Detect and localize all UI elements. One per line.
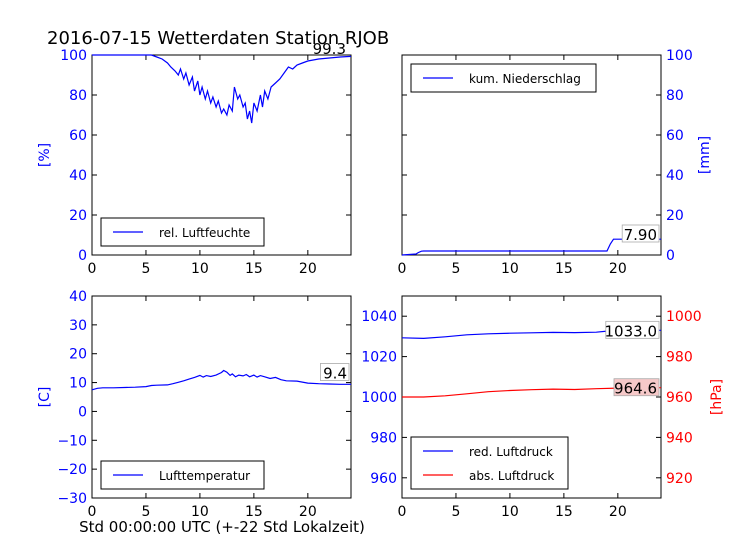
y-tick-label: 20 [69,347,87,363]
y2-tick-label: 940 [666,430,693,446]
y2-axis-label: [hPa] [709,379,725,415]
y-tick-label: 80 [666,88,684,104]
y-tick-label: 60 [666,128,684,144]
panel-pressure: 0 5 10 15 20 960 980 1000 1020 1040 920 940 960 980 10… [361,295,725,520]
x-tick-label: 20 [299,261,317,277]
y-tick-label: 60 [69,128,87,144]
x-tick-label: 5 [451,504,460,520]
x-tick-label: 10 [191,504,209,520]
x-tick-label: 0 [88,504,97,520]
x-tick-label: 5 [141,504,150,520]
y-tick-label: 960 [370,471,397,487]
y2-tick-label: 960 [666,390,693,406]
y-tick-label: 1000 [361,390,397,406]
x-tick-label: 10 [501,261,519,277]
x-tick-label: 10 [501,504,519,520]
x-tick-label: 0 [398,504,407,520]
y-axis-label: [C] [37,387,53,408]
legend-label: abs. Luftdruck [469,469,554,483]
y-tick-label: 40 [69,289,87,305]
legend: kum. Niederschlag [410,63,597,93]
x-tick-label: 15 [555,261,573,277]
value-annotation-box [621,224,660,243]
value-annotation: 1033.0 [605,322,658,340]
y-tick-label: 0 [666,248,675,264]
x-tick-label: 15 [245,261,263,277]
legend-label: rel. Luftfeuchte [159,226,250,240]
y-tick-label: 10 [69,376,87,392]
value-annotation-2-box [613,378,660,397]
x-tick-label: 20 [609,261,627,277]
legend-label: red. Luftdruck [469,445,553,459]
y-axis-label: [%] [37,143,53,167]
x-tick-label: 0 [398,261,407,277]
y2-tick-label: 920 [666,471,693,487]
series-line [92,54,352,124]
legend-frame [410,436,569,490]
x-tick-label: 5 [141,261,150,277]
y-tick-label: −20 [57,462,87,478]
x-tick-label: 20 [609,504,627,520]
x-tick-label: 20 [299,504,317,520]
value-annotation: 99.3 [313,40,346,58]
y-tick-label: 40 [69,168,87,184]
x-tick-label: 15 [555,504,573,520]
panel-precipitation: 0 5 10 15 20 0 20 40 60 80 100 [mm] 7.90 kum. Nieders… [398,48,713,277]
value-annotation-2: 964.6 [614,380,657,398]
value-annotation-box [605,320,660,339]
legend-label: kum. Niederschlag [469,72,581,86]
series-line [91,369,351,391]
legend: red. Luftdruck abs. Luftdruck [410,436,569,490]
y-tick-label: 20 [69,208,87,224]
figure-title: 2016-07-15 Wetterdaten Station RJOB [47,28,389,49]
value-annotation-box [319,363,350,381]
y-tick-label: −30 [57,491,87,507]
x-tick-label: 10 [191,261,209,277]
y-axis-label: [mm] [697,136,713,174]
y-tick-label: 20 [666,208,684,224]
y2-tick-label: 1000 [666,309,702,325]
y2-tick-label: 980 [666,350,693,366]
y-tick-label: 30 [69,318,87,334]
y-tick-label: 100 [666,48,693,64]
y-tick-label: 0 [78,404,87,420]
y-tick-label: 1020 [361,350,397,366]
x-tick-label: 0 [88,261,97,277]
value-annotation: 9.4 [323,364,347,382]
y-tick-label: 0 [78,248,87,264]
panel-temperature: 0 5 10 15 20 −30 −20 −10 0 10 20 30 40 [C] 9.4 Lufttemp… [37,289,352,520]
y-tick-label: 80 [69,88,87,104]
x-tick-label: 15 [245,504,263,520]
y-tick-label: 1040 [361,309,397,325]
panel-humidity: 0 5 10 15 20 0 20 40 60 80 100 [%] 99.3 rel. Luftfeuc… [37,40,352,277]
footer-xlabel: Std 00:00:00 UTC (+-22 Std Lokalzeit) [79,518,365,536]
series-line [401,238,661,256]
x-tick-label: 5 [451,261,460,277]
value-annotation: 7.90 [624,226,657,244]
legend-label: Lufttemperatur [159,469,250,483]
legend: Lufttemperatur [100,460,265,490]
legend: rel. Luftfeuchte [100,217,265,247]
y-tick-label: −10 [57,433,87,449]
y-tick-label: 980 [370,430,397,446]
y-tick-label: 40 [666,168,684,184]
y-tick-label: 100 [60,48,87,64]
